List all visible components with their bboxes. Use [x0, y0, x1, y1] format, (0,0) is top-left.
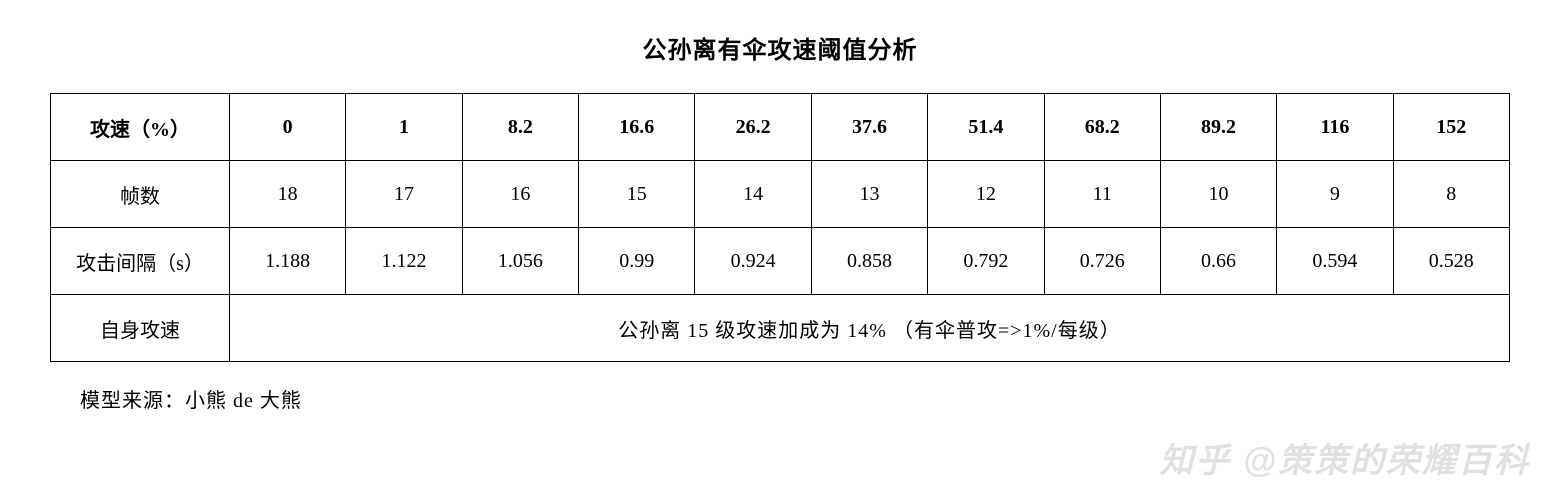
table-cell: 51.4 — [928, 94, 1044, 161]
table-row-interval: 攻击间隔（s） 1.188 1.122 1.056 0.99 0.924 0.8… — [51, 228, 1510, 295]
table-cell: 1 — [346, 94, 462, 161]
table-cell: 0.528 — [1393, 228, 1509, 295]
table-cell: 12 — [928, 161, 1044, 228]
table-cell: 9 — [1277, 161, 1393, 228]
table-cell: 0.99 — [579, 228, 695, 295]
page-container: 公孙离有伞攻速阈值分析 攻速（%） 0 1 8.2 16.6 26.2 37.6… — [0, 0, 1560, 413]
table-cell: 26.2 — [695, 94, 811, 161]
table-cell: 17 — [346, 161, 462, 228]
table-cell: 0.924 — [695, 228, 811, 295]
table-cell: 11 — [1044, 161, 1160, 228]
table-cell: 16 — [462, 161, 578, 228]
table-cell: 18 — [230, 161, 346, 228]
row-label-attack-speed: 攻速（%） — [51, 94, 230, 161]
table-cell: 1.188 — [230, 228, 346, 295]
table-cell: 14 — [695, 161, 811, 228]
page-title: 公孙离有伞攻速阈值分析 — [50, 30, 1510, 65]
table-cell: 16.6 — [579, 94, 695, 161]
table-cell: 0 — [230, 94, 346, 161]
table-cell: 1.122 — [346, 228, 462, 295]
table-cell: 116 — [1277, 94, 1393, 161]
table-cell: 68.2 — [1044, 94, 1160, 161]
table-cell: 10 — [1160, 161, 1276, 228]
table-cell: 8.2 — [462, 94, 578, 161]
table-cell: 8 — [1393, 161, 1509, 228]
table-row-self-speed: 自身攻速 公孙离 15 级攻速加成为 14% （有伞普攻=>1%/每级） — [51, 295, 1510, 362]
table-cell: 0.594 — [1277, 228, 1393, 295]
row-label-frames: 帧数 — [51, 161, 230, 228]
table-cell: 0.726 — [1044, 228, 1160, 295]
source-label: 模型来源：小熊 de 大熊 — [80, 384, 1510, 413]
table-row-frames: 帧数 18 17 16 15 14 13 12 11 10 9 8 — [51, 161, 1510, 228]
table-cell: 152 — [1393, 94, 1509, 161]
table-cell: 0.858 — [811, 228, 927, 295]
table-cell: 1.056 — [462, 228, 578, 295]
table-cell: 13 — [811, 161, 927, 228]
merged-note-cell: 公孙离 15 级攻速加成为 14% （有伞普攻=>1%/每级） — [230, 295, 1510, 362]
table-cell: 0.66 — [1160, 228, 1276, 295]
table-row-header: 攻速（%） 0 1 8.2 16.6 26.2 37.6 51.4 68.2 8… — [51, 94, 1510, 161]
watermark-text: 知乎 @策策的荣耀百科 — [1159, 433, 1530, 482]
table-cell: 15 — [579, 161, 695, 228]
row-label-interval: 攻击间隔（s） — [51, 228, 230, 295]
table-cell: 37.6 — [811, 94, 927, 161]
table-cell: 89.2 — [1160, 94, 1276, 161]
row-label-self-speed: 自身攻速 — [51, 295, 230, 362]
table-cell: 0.792 — [928, 228, 1044, 295]
attack-speed-table: 攻速（%） 0 1 8.2 16.6 26.2 37.6 51.4 68.2 8… — [50, 93, 1510, 362]
